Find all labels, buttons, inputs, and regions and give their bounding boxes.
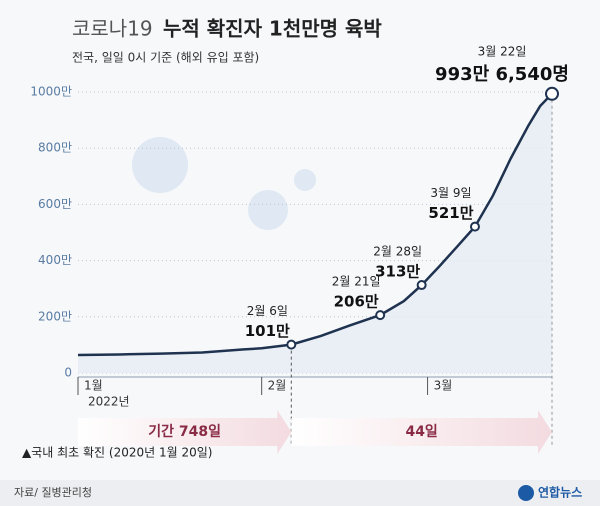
period-arrow — [78, 410, 292, 454]
title: 누적 확진자 1천만명 육박 — [163, 17, 382, 41]
x-tick-label: 3월 — [434, 379, 453, 393]
annotation-value: 993만 6,540명 — [435, 64, 569, 85]
area — [78, 93, 552, 373]
annotation-value: 313만 — [375, 263, 420, 281]
point — [375, 310, 386, 321]
source: 자료/ 질병관리청 — [14, 486, 92, 499]
period-arrow — [291, 410, 552, 454]
title-light: 코로나19 — [72, 17, 153, 41]
footer-band — [0, 480, 600, 506]
point — [416, 280, 427, 291]
line — [77, 92, 553, 357]
year-label: 2022년 — [88, 395, 130, 409]
period-label: 기간 748일 — [148, 423, 221, 440]
point — [286, 339, 297, 350]
annotation-value: 101만 — [245, 322, 290, 340]
footnote: ▲국내 최초 확진 (2020년 1월 20일) — [22, 446, 212, 460]
annotation-date: 2월 6일 — [247, 304, 288, 318]
point — [545, 86, 559, 101]
logo: 연합뉴스 — [538, 485, 582, 500]
x-tick-label: 2월 — [268, 379, 287, 393]
logo-icon — [518, 485, 534, 501]
y-tick-label: 1000만 — [30, 85, 72, 99]
subtitle: 전국, 일일 0시 기준 (해외 유입 포함) — [72, 51, 259, 65]
annotation-value: 521만 — [428, 204, 473, 222]
x-tick-label: 1월 — [84, 379, 103, 393]
y-tick-label: 200만 — [38, 309, 72, 323]
annotation-date: 3월 9일 — [430, 186, 471, 200]
virus-decoration — [132, 137, 316, 230]
y-tick-label: 800만 — [38, 141, 72, 155]
y-tick-label: 0 — [64, 366, 72, 380]
annotation-value: 206만 — [334, 293, 379, 311]
y-tick-label: 400만 — [38, 253, 72, 267]
annotation-date: 2월 28일 — [373, 245, 422, 259]
period-label: 44일 — [405, 424, 437, 440]
point — [469, 221, 480, 232]
annotation-date: 3월 22일 — [478, 45, 527, 59]
annotation-date: 2월 21일 — [332, 275, 381, 289]
y-tick-label: 600만 — [38, 197, 72, 211]
